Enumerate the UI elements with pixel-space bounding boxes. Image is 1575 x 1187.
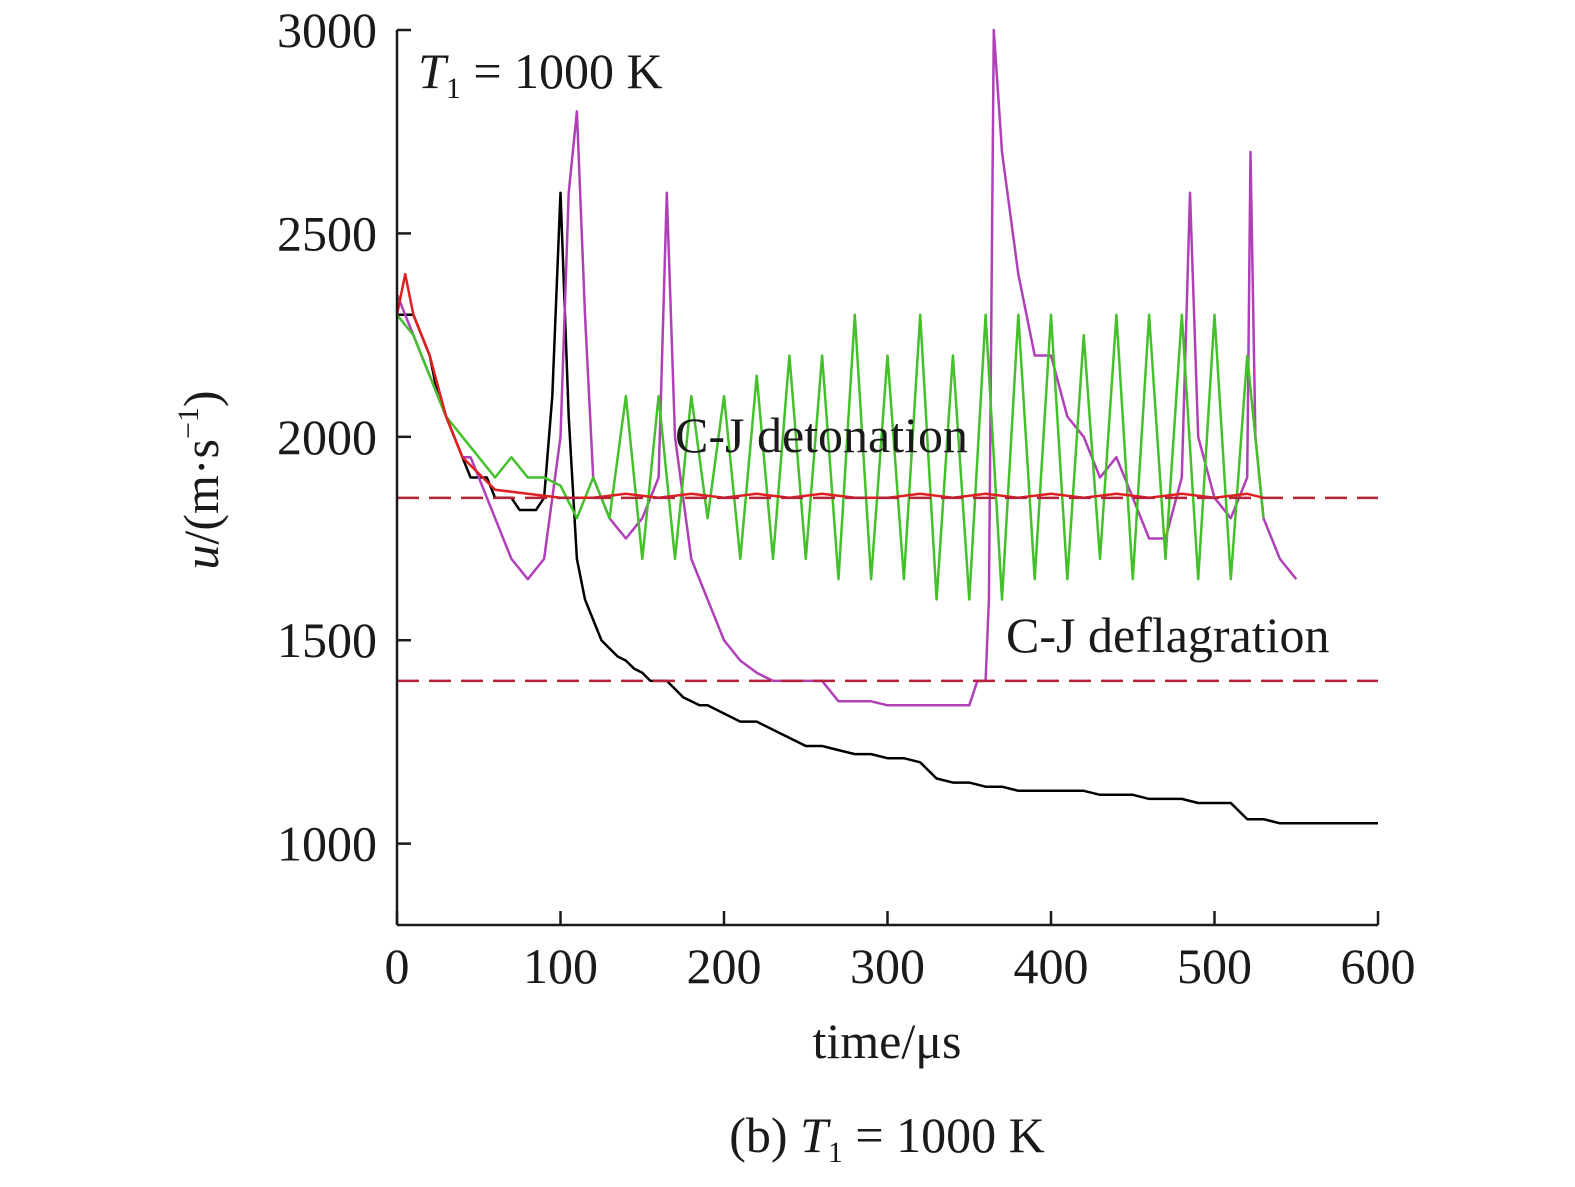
reference-lines-layer: [397, 496, 1378, 683]
inset-condition-label: T1 = 1000 K: [418, 43, 663, 105]
x-tick-label: 200: [687, 938, 762, 994]
x-axis-label: time/μs: [812, 1013, 961, 1069]
y-tick-label: 1500: [277, 612, 377, 668]
y-tick-label: 1000: [277, 816, 377, 872]
y-axis-label: u/(m·s−1): [172, 390, 229, 569]
x-tick-label: 100: [523, 938, 598, 994]
x-tick-label: 400: [1014, 938, 1089, 994]
x-tick-label: 300: [850, 938, 925, 994]
y-tick-label: 2000: [277, 409, 377, 465]
y-tick-label: 2500: [277, 205, 377, 261]
x-tick-label: 500: [1177, 938, 1252, 994]
x-tick-label: 600: [1341, 938, 1416, 994]
x-tick-label: 0: [385, 938, 410, 994]
tick-layer: 0 100 200 300 400 500 600 1000 1500 2000 2500 3000: [277, 2, 1416, 994]
y-tick-label: 3000: [277, 2, 377, 58]
cj-deflagration-label: C-J deflagration: [1006, 607, 1330, 663]
series-line-3: [396, 313, 1265, 601]
series-line-1: [397, 191, 1378, 825]
cj-detonation-label: C-J detonation: [675, 407, 968, 463]
figure-caption: (b) T1 = 1000 K: [729, 1107, 1044, 1169]
series-line-2: [395, 28, 1298, 707]
